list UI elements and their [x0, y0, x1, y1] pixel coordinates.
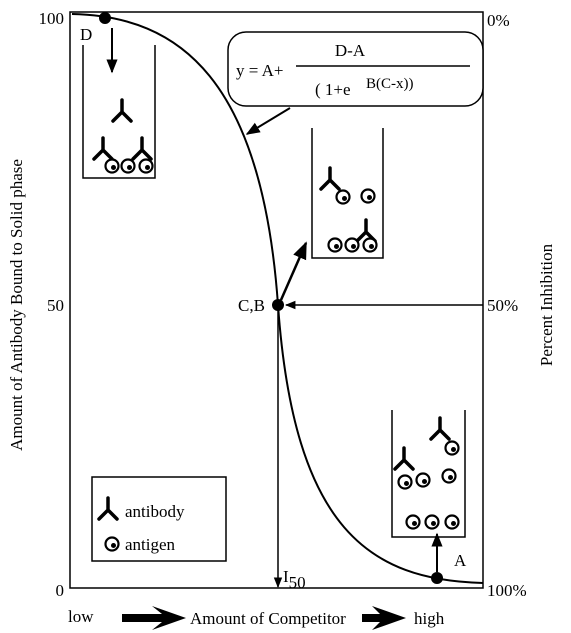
- right-axis-label: Percent Inhibition: [537, 243, 556, 366]
- right-tick-label: 50%: [487, 296, 518, 315]
- point-a: [431, 572, 443, 584]
- antibody-icon: [319, 166, 341, 191]
- right-tick-label: 0%: [487, 11, 510, 30]
- antigen-core: [451, 521, 456, 526]
- point-label: A: [454, 551, 467, 570]
- y-tick-label: 50: [47, 296, 64, 315]
- legend-antibody: antibody: [125, 502, 185, 521]
- antigen-core: [334, 244, 339, 249]
- antibody-icon: [92, 136, 114, 161]
- antibody-icon: [131, 136, 153, 161]
- i50-label: I50: [283, 567, 306, 592]
- x-low: low: [68, 607, 94, 626]
- antigen-core: [412, 521, 417, 526]
- equation-lhs: y = A+: [236, 61, 284, 80]
- y-tick-label: 0: [56, 581, 65, 600]
- antigen-core: [422, 479, 427, 484]
- antigen-core: [342, 196, 347, 201]
- antigen-core: [448, 475, 453, 480]
- equation-denominator: ( 1+e: [315, 80, 351, 99]
- y-tick-label: 100: [39, 9, 65, 28]
- arrow-cb: [279, 241, 308, 301]
- antigen-core: [367, 195, 372, 200]
- antibody-icon: [111, 98, 133, 123]
- legend-antigen: antigen: [125, 535, 176, 554]
- beaker: [391, 410, 466, 538]
- antigen-core: [451, 447, 456, 452]
- antigen-core: [404, 481, 409, 486]
- i50-sub: 50: [289, 573, 306, 592]
- x-arrow: [362, 606, 406, 630]
- equation-numerator: D-A: [335, 41, 366, 60]
- antibody-icon: [393, 446, 415, 471]
- antigen-core: [111, 165, 116, 170]
- y-axis-label: Amount of Antibody Bound to Solid phase: [7, 159, 26, 451]
- x-axis-label: Amount of Competitor: [190, 609, 346, 628]
- equation-box: [227, 31, 484, 107]
- x-arrow: [122, 606, 186, 630]
- right-tick-label: 100%: [487, 581, 527, 600]
- arrow-equation: [245, 107, 291, 135]
- antibody-icon: [97, 496, 119, 521]
- beaker: [311, 128, 384, 259]
- antigen-core: [127, 165, 132, 170]
- point-label: D: [80, 25, 92, 44]
- equation-exponent: B(C-x)): [366, 76, 414, 92]
- antigen-core: [431, 521, 436, 526]
- antigen-core: [369, 244, 374, 249]
- point-d: [99, 12, 111, 24]
- antigen-core: [111, 543, 116, 548]
- x-high: high: [414, 609, 445, 628]
- antigen-core: [145, 165, 150, 170]
- antibody-icon: [429, 416, 451, 441]
- legend-box: [91, 476, 227, 562]
- point-label: C,B: [238, 296, 265, 315]
- i50-base: I: [283, 567, 289, 586]
- point-cb: [272, 299, 284, 311]
- antigen-core: [351, 244, 356, 249]
- beaker: [82, 45, 156, 179]
